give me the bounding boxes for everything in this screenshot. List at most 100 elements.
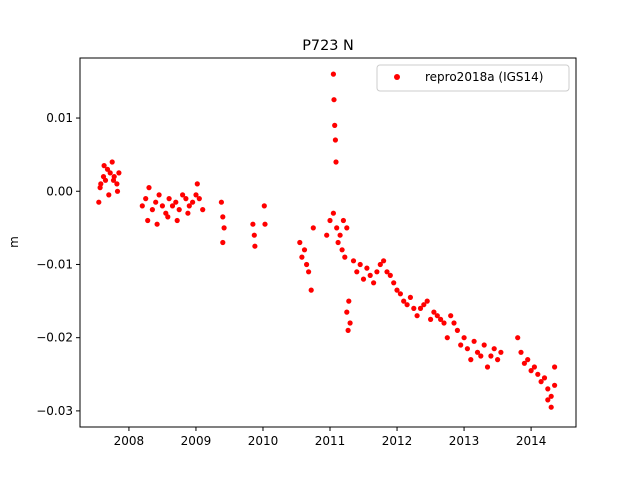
data-point bbox=[397, 291, 403, 297]
data-point bbox=[331, 97, 337, 103]
data-point bbox=[97, 185, 103, 191]
data-point bbox=[153, 199, 159, 205]
data-point bbox=[371, 280, 377, 286]
data-point bbox=[339, 247, 345, 253]
data-point bbox=[481, 342, 487, 348]
data-point bbox=[454, 327, 460, 333]
y-tick-label: 0.00 bbox=[46, 184, 73, 198]
data-point bbox=[498, 349, 504, 355]
data-point bbox=[107, 170, 113, 176]
data-point bbox=[491, 346, 497, 352]
data-point bbox=[518, 349, 524, 355]
data-point bbox=[357, 261, 363, 268]
data-point bbox=[464, 346, 470, 352]
y-tick-label: 0.01 bbox=[46, 111, 73, 125]
data-point bbox=[165, 214, 171, 220]
data-point bbox=[391, 280, 397, 286]
data-point bbox=[324, 232, 330, 238]
data-point bbox=[261, 203, 267, 209]
legend-label: repro2018a (IGS14) bbox=[425, 70, 543, 84]
data-point bbox=[196, 196, 202, 202]
data-point bbox=[337, 232, 343, 238]
data-point bbox=[186, 203, 192, 209]
data-point bbox=[218, 199, 224, 205]
data-point bbox=[220, 239, 226, 246]
data-point bbox=[381, 258, 387, 264]
data-point bbox=[344, 309, 350, 315]
data-point bbox=[417, 305, 424, 311]
data-point bbox=[180, 192, 186, 198]
data-point bbox=[116, 170, 122, 176]
data-point bbox=[143, 196, 149, 202]
data-point bbox=[101, 163, 107, 169]
data-point bbox=[327, 217, 333, 224]
data-point bbox=[102, 177, 109, 183]
x-tick-label: 2012 bbox=[382, 434, 413, 448]
data-point bbox=[471, 338, 477, 344]
data-point bbox=[552, 364, 558, 370]
data-point bbox=[340, 217, 346, 224]
data-point bbox=[448, 313, 454, 319]
scatter-points bbox=[96, 71, 558, 410]
data-point bbox=[451, 320, 457, 326]
data-point bbox=[346, 298, 352, 304]
data-point bbox=[154, 221, 160, 227]
data-point bbox=[411, 305, 417, 311]
data-point bbox=[384, 269, 390, 275]
legend: repro2018a (IGS14) bbox=[376, 64, 570, 92]
data-point bbox=[548, 404, 554, 410]
data-point bbox=[345, 327, 351, 333]
data-point bbox=[461, 335, 467, 341]
data-point bbox=[528, 368, 534, 374]
data-point bbox=[484, 364, 491, 370]
data-point bbox=[458, 342, 464, 348]
chart-title: P723 N bbox=[302, 38, 354, 54]
data-point bbox=[541, 375, 548, 381]
data-point bbox=[364, 265, 370, 271]
x-tick-label: 2009 bbox=[181, 434, 212, 448]
data-point bbox=[424, 298, 430, 304]
data-point bbox=[468, 357, 474, 363]
legend-box bbox=[376, 64, 570, 92]
data-point bbox=[310, 225, 316, 231]
data-point bbox=[308, 287, 314, 293]
data-point bbox=[545, 397, 551, 403]
data-point bbox=[438, 316, 444, 322]
data-point bbox=[145, 217, 151, 224]
data-point bbox=[332, 137, 338, 143]
x-tick-label: 2010 bbox=[248, 434, 279, 448]
data-point bbox=[262, 221, 268, 227]
data-point bbox=[535, 371, 541, 377]
data-point bbox=[114, 181, 120, 187]
data-point bbox=[478, 353, 484, 359]
data-point bbox=[220, 214, 226, 220]
data-point bbox=[407, 294, 413, 300]
data-point bbox=[342, 254, 348, 260]
data-point bbox=[548, 393, 554, 399]
data-point bbox=[104, 166, 111, 172]
data-point bbox=[334, 225, 340, 231]
data-point bbox=[156, 192, 162, 198]
y-tick-label: −0.02 bbox=[36, 331, 73, 345]
data-point bbox=[414, 313, 420, 319]
x-tick-label: 2008 bbox=[114, 434, 145, 448]
data-point bbox=[360, 276, 367, 282]
data-point bbox=[347, 320, 353, 326]
data-point bbox=[149, 207, 155, 213]
y-axis: −0.03 −0.02 −0.01 0.00 0.01 bbox=[36, 111, 80, 418]
data-point bbox=[252, 243, 258, 249]
data-point bbox=[110, 177, 117, 183]
x-tick-label: 2013 bbox=[449, 434, 480, 448]
legend-marker bbox=[394, 74, 400, 80]
data-point bbox=[515, 335, 521, 341]
data-point bbox=[174, 217, 180, 224]
data-point bbox=[185, 210, 191, 216]
data-point bbox=[173, 199, 179, 205]
data-point bbox=[176, 207, 182, 213]
x-axis: 2008 2009 2010 2011 2012 2013 2014 bbox=[114, 427, 546, 448]
y-axis-label: m bbox=[7, 236, 21, 248]
data-point bbox=[166, 196, 172, 202]
data-point bbox=[404, 302, 410, 308]
data-point bbox=[183, 196, 189, 202]
x-tick-label: 2011 bbox=[315, 434, 346, 448]
